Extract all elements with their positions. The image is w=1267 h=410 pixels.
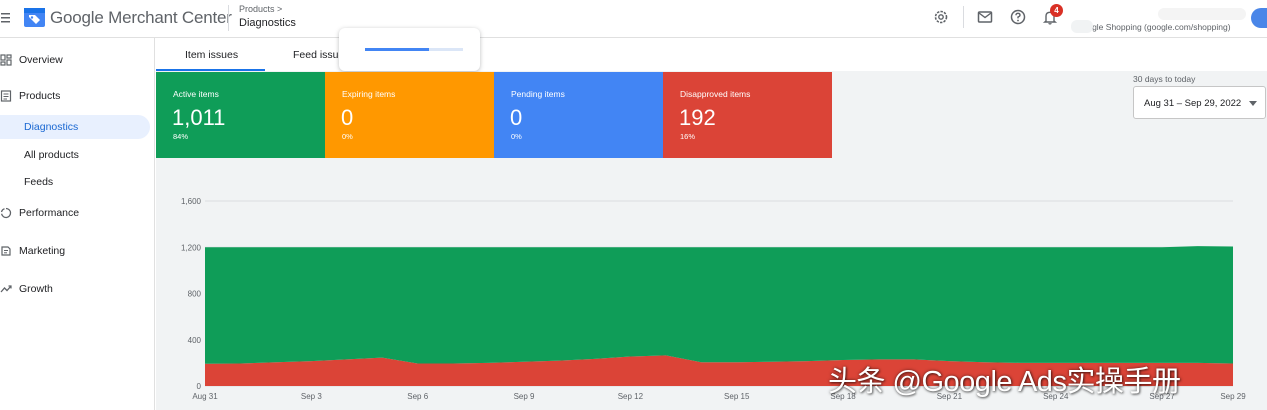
help-icon[interactable] xyxy=(1009,8,1027,26)
x-tick-label: Sep 18 xyxy=(830,392,856,401)
x-tick-label: Sep 27 xyxy=(1149,392,1175,401)
watermark: 头条 @Google Ads实操手册 xyxy=(828,366,1181,398)
x-tick-label: Sep 12 xyxy=(618,392,644,401)
x-tick-label: Aug 31 xyxy=(192,392,218,401)
mail-icon[interactable] xyxy=(976,8,994,26)
sidebar-item-performance[interactable]: Performance xyxy=(0,202,150,226)
y-tick-label: 800 xyxy=(188,290,202,299)
dashboard-icon xyxy=(0,54,12,66)
sidebar-item-diagnostics[interactable]: Diagnostics xyxy=(0,115,150,139)
account-id-redacted xyxy=(1071,20,1093,33)
merchant-center-logo-icon[interactable] xyxy=(24,6,45,27)
tile-percent: 84% xyxy=(173,132,189,141)
sidebar-item-label: Diagnostics xyxy=(24,121,79,133)
y-tick-label: 1,600 xyxy=(181,197,202,206)
tile-value: 0 xyxy=(510,105,523,130)
active-tab-indicator xyxy=(156,69,265,71)
sidebar-item-growth[interactable]: Growth xyxy=(0,278,150,302)
tab-bar: Item issues Feed issue xyxy=(156,39,1267,71)
tab-feed-issues[interactable]: Feed issue xyxy=(293,49,345,61)
x-tick-label: Sep 3 xyxy=(301,392,322,401)
settings-icon[interactable] xyxy=(932,8,950,26)
sidebar-item-all-products[interactable]: All products xyxy=(0,143,150,167)
y-tick-label: 1,200 xyxy=(181,243,202,252)
tile-percent: 0% xyxy=(511,132,522,141)
x-tick-label: Sep 24 xyxy=(1043,392,1069,401)
growth-icon xyxy=(0,285,12,293)
breadcrumb-parent[interactable]: Products > xyxy=(239,4,283,14)
tile-label: Pending items xyxy=(511,89,565,99)
x-tick-label: Sep 21 xyxy=(937,392,963,401)
products-icon xyxy=(0,90,12,102)
date-range-caption: 30 days to today xyxy=(1133,74,1196,84)
sidebar-item-label: Products xyxy=(19,90,61,102)
sidebar-item-label: All products xyxy=(24,149,79,161)
sidebar-item-overview[interactable]: Overview xyxy=(0,49,150,73)
account-email-redacted xyxy=(1158,8,1246,20)
series-area-0[interactable] xyxy=(205,355,1233,386)
loading-progress-track xyxy=(365,48,463,51)
avatar[interactable] xyxy=(1251,8,1267,28)
sidebar-item-label: Growth xyxy=(19,283,53,295)
tile-label: Disapproved items xyxy=(680,89,751,99)
expiring-items-tile[interactable]: Expiring items 0 0% xyxy=(325,72,494,158)
loading-indicator xyxy=(339,28,480,71)
loading-progress-fill xyxy=(365,48,429,51)
title-divider xyxy=(228,5,229,31)
sidebar-item-label: Marketing xyxy=(19,245,66,257)
account-name[interactable]: Google Shopping (google.com/shopping) xyxy=(1076,22,1231,32)
sidebar-item-products[interactable]: Products xyxy=(0,85,150,109)
tile-value: 192 xyxy=(679,105,716,130)
tile-label: Expiring items xyxy=(342,89,396,99)
x-tick-label: Sep 6 xyxy=(407,392,428,401)
series-area-1[interactable] xyxy=(205,246,1233,364)
x-tick-label: Sep 15 xyxy=(724,392,750,401)
pending-items-tile[interactable]: Pending items 0 0% xyxy=(494,72,663,158)
x-tick-label: Sep 29 xyxy=(1220,392,1246,401)
date-range-value: Aug 31 – Sep 29, 2022 xyxy=(1144,98,1242,109)
app-title[interactable]: Google Merchant Center xyxy=(50,8,232,27)
disapproved-items-tile[interactable]: Disapproved items 192 16% xyxy=(663,72,832,158)
tile-value: 1,011 xyxy=(172,105,226,130)
active-items-tile[interactable]: Active items 1,011 84% xyxy=(156,72,325,158)
menu-icon[interactable] xyxy=(0,11,12,25)
y-tick-label: 400 xyxy=(188,336,202,345)
toolbar-divider xyxy=(963,6,964,28)
tile-value: 0 xyxy=(341,105,354,130)
sidebar-item-marketing[interactable]: Marketing xyxy=(0,240,150,264)
sidebar-item-feeds[interactable]: Feeds xyxy=(0,170,150,194)
marketing-icon xyxy=(1,246,11,256)
date-range-select[interactable]: Aug 31 – Sep 29, 2022 xyxy=(1133,86,1266,119)
page-title: Diagnostics xyxy=(239,17,296,29)
sidebar-item-label: Overview xyxy=(19,54,63,66)
y-tick-label: 0 xyxy=(197,382,202,391)
sidebar-nav: Overview Products Diagnostics All produc… xyxy=(0,38,155,410)
performance-icon xyxy=(0,207,12,219)
tile-percent: 0% xyxy=(342,132,353,141)
notification-count-badge[interactable]: 4 xyxy=(1050,4,1063,17)
top-app-bar: Google Merchant Center Products > Diagno… xyxy=(0,0,1267,38)
x-tick-label: Sep 9 xyxy=(514,392,535,401)
sidebar-item-label: Performance xyxy=(19,207,80,219)
dropdown-arrow-icon[interactable] xyxy=(1249,101,1257,106)
tab-item-issues[interactable]: Item issues xyxy=(185,49,239,61)
tile-label: Active items xyxy=(173,89,219,99)
tile-percent: 16% xyxy=(680,132,696,141)
sidebar-item-label: Feeds xyxy=(24,176,54,188)
